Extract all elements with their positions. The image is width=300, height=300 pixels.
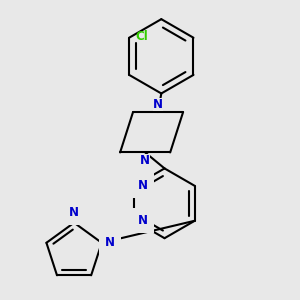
Text: N: N <box>69 206 79 220</box>
Text: N: N <box>153 98 163 111</box>
Text: N: N <box>138 214 148 227</box>
Text: Cl: Cl <box>136 30 148 43</box>
Text: N: N <box>140 154 150 167</box>
Text: N: N <box>138 179 148 192</box>
Text: N: N <box>105 236 115 249</box>
